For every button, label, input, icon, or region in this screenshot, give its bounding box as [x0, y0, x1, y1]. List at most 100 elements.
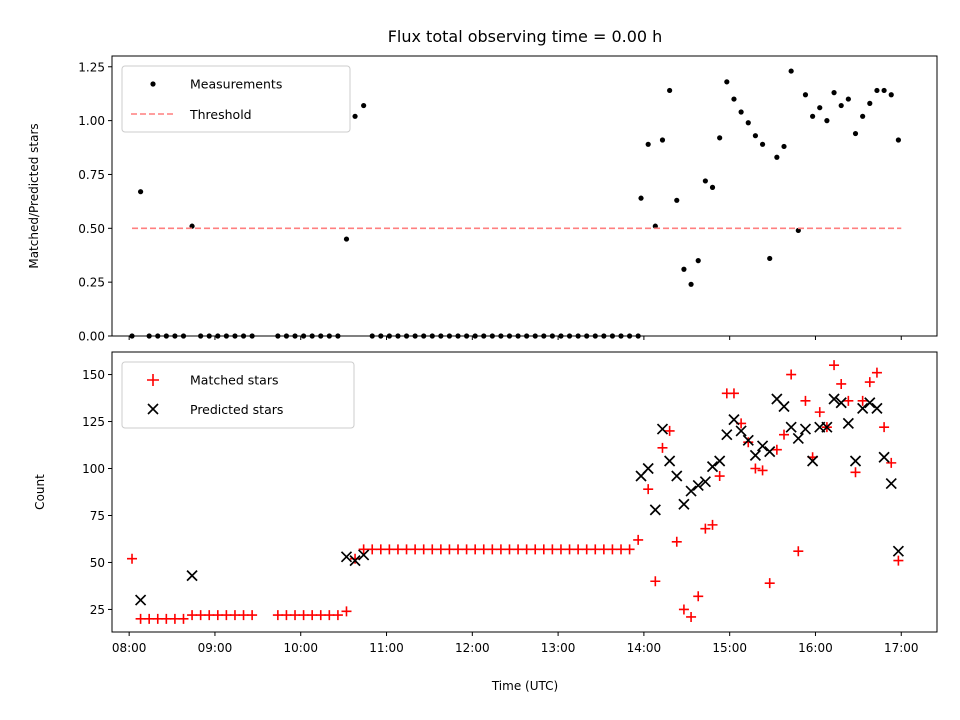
matched-stars-point: [800, 395, 811, 406]
measurements-point: [137, 189, 144, 195]
predicted-stars-point: [642, 462, 654, 475]
measurements-point: [731, 96, 737, 102]
matched-stars-point: [555, 544, 566, 555]
predicted-legend-marker: [147, 403, 159, 415]
matched-stars-point: [478, 544, 489, 555]
matched-stars-point: [743, 437, 754, 448]
predicted-stars-point: [656, 423, 669, 435]
measurements-point: [681, 266, 687, 272]
predicted-stars-point: [892, 545, 904, 557]
matched-stars-point: [195, 610, 206, 621]
x-tick-label: 08:00: [112, 641, 147, 655]
measurements-point: [189, 223, 195, 229]
predicted-stars-point: [699, 476, 711, 488]
matched-stars-point: [487, 544, 498, 555]
matched-stars-point: [238, 610, 249, 621]
measurements-point: [831, 90, 837, 96]
x-tick-label: 10:00: [283, 641, 318, 655]
matched-stars-point: [410, 544, 421, 555]
predicted-stars-point: [678, 498, 690, 510]
matched-stars-point: [375, 544, 386, 555]
matched-stars-point: [886, 457, 897, 468]
predicted-stars-point: [735, 425, 747, 437]
measurements-point: [702, 178, 708, 184]
matched-stars-point: [700, 523, 711, 534]
predicted-stars-point: [835, 397, 847, 409]
predicted-stars-point: [134, 594, 147, 606]
predicted-stars-point: [885, 477, 897, 490]
matched-stars-point: [750, 463, 761, 474]
measurements-point: [674, 197, 680, 203]
matched-stars-point: [538, 544, 549, 555]
matched-stars-point: [392, 544, 403, 555]
matched-stars-point: [564, 544, 575, 555]
matched-stars-point: [581, 544, 592, 555]
measurements-point: [645, 141, 651, 147]
bottom-axes-frame: [111, 351, 938, 633]
matched-legend-marker: [147, 374, 159, 386]
predicted-stars-point: [742, 434, 754, 446]
measurements-point: [895, 137, 901, 143]
measurements-point: [667, 87, 673, 94]
matched-stars-point: [135, 613, 146, 624]
y-tick-label: 75: [90, 509, 105, 523]
matched-stars-point: [764, 578, 775, 589]
legend-predicted-stars: Predicted stars: [190, 402, 283, 417]
matched-stars-point: [435, 544, 446, 555]
top-panel: 0.00 0.25 0.50 0.75 1.00 1.25 Matched/Predict…: [27, 55, 938, 344]
matched-stars-point: [793, 546, 804, 557]
predicted-stars-point: [349, 554, 361, 567]
matched-stars-point: [324, 610, 335, 621]
matched-stars-point: [633, 534, 644, 545]
measurements-point: [881, 87, 887, 94]
matched-stars-point: [879, 422, 890, 433]
matched-stars-point: [332, 610, 343, 621]
matched-stars-point: [547, 544, 558, 555]
measurements-point: [659, 137, 666, 143]
predicted-stars-point: [721, 429, 733, 441]
matched-stars-point: [247, 610, 258, 621]
matched-stars-point: [178, 613, 189, 624]
matched-stars-point: [864, 377, 875, 388]
measurements-point: [652, 223, 658, 229]
x-tick-label: 09:00: [198, 641, 233, 655]
matched-stars-point: [367, 544, 378, 555]
y-tick-label: 1.25: [78, 60, 105, 74]
y-tick-label: 0.75: [78, 168, 105, 182]
matched-stars-point: [678, 604, 689, 615]
measurements-point: [795, 227, 801, 234]
matched-stars-point: [298, 610, 309, 621]
matched-stars-point: [664, 425, 675, 436]
x-tick-label: 12:00: [455, 641, 490, 655]
measurements-point: [724, 79, 730, 85]
matched-stars-point: [212, 610, 223, 621]
matched-stars-point: [384, 544, 395, 555]
x-tick-label: 11:00: [369, 641, 404, 655]
matched-stars-point: [461, 544, 472, 555]
predicted-stars-point: [649, 504, 661, 516]
predicted-stars-point: [186, 570, 198, 582]
legend-measurements: Measurements: [190, 77, 282, 92]
matched-stars-point: [161, 613, 172, 624]
y-tick-label: 100: [82, 462, 105, 476]
matched-stars-point: [779, 429, 790, 440]
measurements-point: [860, 113, 866, 119]
matched-stars-point: [358, 544, 369, 555]
predicted-stars-point: [778, 400, 790, 413]
predicted-stars-point: [878, 451, 890, 463]
x-tick-label: 14:00: [627, 641, 662, 655]
matched-stars-point: [453, 544, 464, 555]
measurements-point: [361, 102, 367, 109]
measurements-point: [888, 92, 894, 98]
legend-matched-stars: Matched stars: [190, 373, 278, 388]
predicted-stars-point: [756, 440, 769, 452]
matched-stars-point: [836, 378, 847, 389]
x-tick-label: 15:00: [712, 641, 747, 655]
y-tick-label: 0.25: [78, 276, 105, 290]
predicted-stars-point: [857, 402, 869, 414]
matched-stars-point: [843, 395, 854, 406]
matched-stars-point: [707, 519, 718, 530]
predicted-stars-point: [864, 397, 876, 409]
matched-stars-point: [127, 553, 138, 564]
